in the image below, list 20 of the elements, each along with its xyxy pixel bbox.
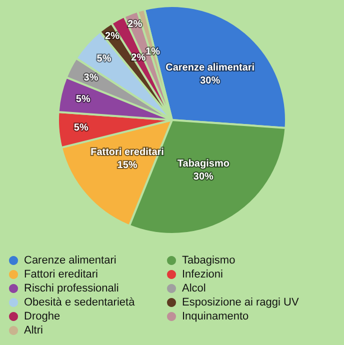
- data-label: 15%: [117, 160, 138, 171]
- legend-label: Rischi professionali: [24, 282, 119, 294]
- legend-label: Esposizione ai raggi UV: [182, 296, 300, 308]
- legend-label: Tabagismo: [182, 254, 236, 266]
- data-label: 30%: [193, 171, 214, 182]
- legend-label: Droghe: [24, 310, 60, 322]
- legend-label: Fattori ereditari: [24, 268, 98, 280]
- data-label: 5%: [76, 94, 90, 105]
- legend-label: Alcol: [182, 282, 206, 294]
- legend-label: Obesità e sedentarietà: [24, 296, 136, 308]
- legend-label: Inquinamento: [182, 310, 249, 322]
- data-label: 3%: [84, 72, 98, 84]
- data-label: 5%: [96, 54, 112, 65]
- slice-label: Carenze alimentari: [166, 62, 255, 74]
- data-label: 30%: [200, 76, 220, 87]
- slice-label: Tabagismo: [177, 158, 230, 170]
- legend-label: Carenze alimentari: [24, 254, 116, 266]
- legend-label: Altri: [24, 324, 43, 336]
- data-label: 5%: [74, 122, 88, 134]
- legend-label: Infezioni: [182, 268, 223, 280]
